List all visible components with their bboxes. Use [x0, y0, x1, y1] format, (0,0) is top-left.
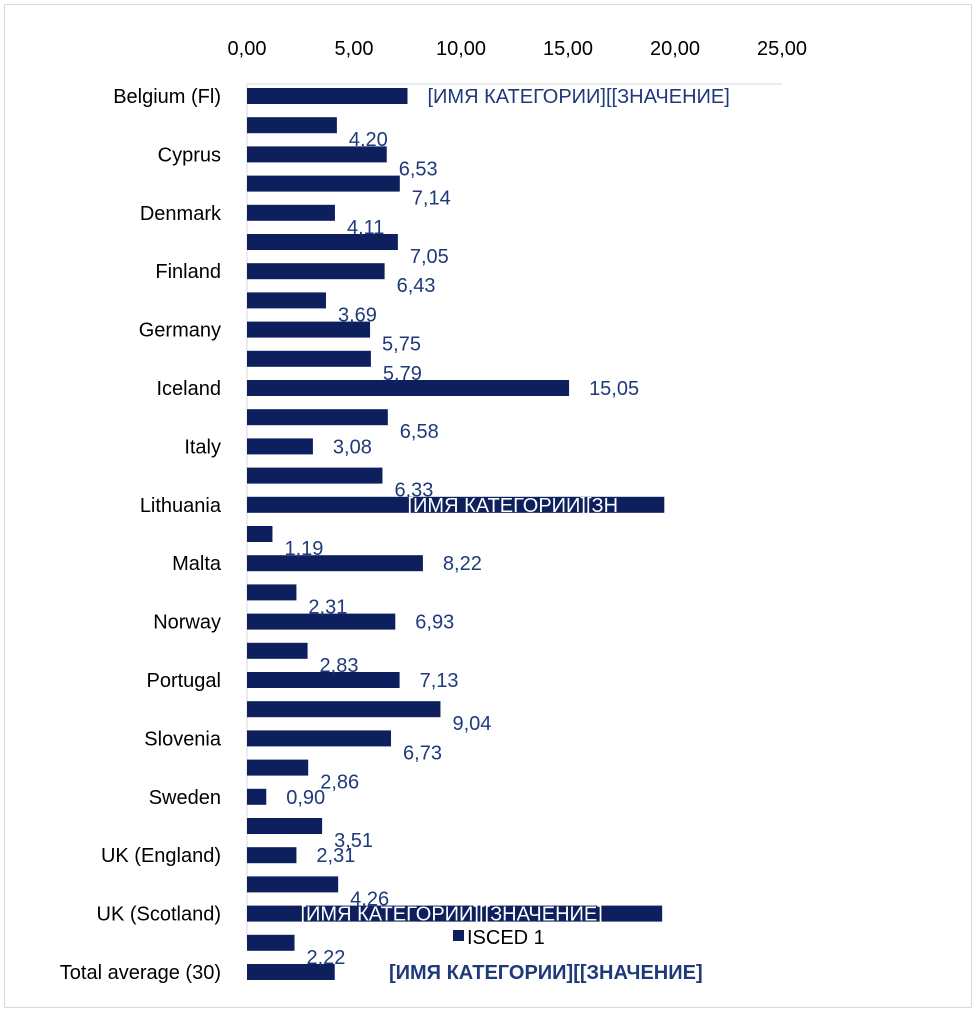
data-label: 3,69 — [338, 304, 377, 326]
data-label: [ИМЯ КАТЕГОРИИ][[ЗНАЧЕНИЕ] — [301, 904, 603, 926]
data-label: 2,83 — [320, 655, 359, 677]
category-label: UK (England) — [101, 845, 221, 867]
bar — [247, 672, 400, 688]
data-label: 4,20 — [349, 129, 388, 151]
data-label: 6,53 — [399, 158, 438, 180]
category-label: Sweden — [149, 787, 221, 809]
data-label: 0,90 — [286, 787, 325, 809]
data-label: 6,58 — [400, 421, 439, 443]
bar — [247, 409, 388, 426]
bar — [247, 204, 335, 221]
bar — [247, 555, 423, 572]
category-label: Portugal — [147, 670, 222, 692]
data-label: 4,11 — [347, 217, 384, 239]
bar — [247, 146, 387, 163]
data-label: 6,43 — [397, 275, 436, 297]
data-label: 7,05 — [410, 246, 449, 268]
data-label: 2,86 — [320, 772, 359, 794]
x-axis-ticks: 0,00 5,00 10,00 15,00 20,00 25,00 — [228, 38, 808, 60]
legend: ISCED 1 — [453, 927, 545, 949]
bar — [247, 934, 295, 951]
data-label: 6,33 — [394, 480, 433, 502]
data-label: 3,51 — [334, 830, 373, 852]
data-label: 6,93 — [415, 612, 454, 634]
bar — [247, 292, 326, 309]
data-label: 9,04 — [452, 713, 491, 735]
x-tick-label: 5,00 — [335, 38, 374, 60]
category-labels: Belgium (Fl) Cyprus Denmark Finland Germany I… — [60, 86, 222, 984]
x-tick-label: 25,00 — [757, 38, 807, 60]
bar — [247, 759, 309, 776]
category-label: Slovenia — [144, 728, 222, 750]
data-label: [ИМЯ КАТЕГОРИИ][ЗН — [408, 495, 619, 517]
x-tick-label: 20,00 — [650, 38, 700, 60]
x-tick-label: 15,00 — [543, 38, 593, 60]
category-label: Iceland — [157, 378, 222, 400]
data-label: [ИМЯ КАТЕГОРИИ][[ЗНАЧЕНИЕ] — [428, 86, 730, 108]
data-label: [ИМЯ КАТЕГОРИИ][[ЗНАЧЕНИЕ] — [389, 962, 703, 984]
category-label: Germany — [139, 320, 221, 342]
data-label: 7,14 — [412, 188, 451, 210]
data-label: 5,79 — [383, 363, 422, 385]
category-label: Denmark — [140, 203, 222, 225]
bar — [247, 234, 398, 250]
x-tick-label: 0,00 — [228, 38, 267, 60]
data-label: 3,08 — [333, 436, 372, 458]
data-label: 6,73 — [403, 742, 442, 764]
data-label: 15,05 — [589, 378, 639, 400]
data-label: 7,13 — [420, 670, 459, 692]
bar — [247, 117, 337, 134]
bar — [247, 730, 392, 747]
bar — [247, 847, 297, 864]
bar — [247, 350, 371, 367]
category-label: UK (Scotland) — [97, 904, 222, 926]
bar — [247, 88, 408, 104]
legend-swatch — [453, 930, 464, 941]
data-label: 5,75 — [382, 334, 421, 356]
bar — [247, 175, 400, 192]
bar — [247, 263, 385, 280]
data-label: 1,19 — [284, 538, 323, 560]
data-label: 2,31 — [308, 596, 347, 618]
category-label: Total average (30) — [60, 962, 221, 984]
bar — [247, 905, 663, 922]
data-label: 4,26 — [350, 888, 389, 910]
data-label: 2,22 — [307, 947, 346, 969]
category-label: Norway — [153, 612, 221, 634]
data-label: 8,22 — [443, 553, 482, 575]
bar — [247, 496, 665, 513]
bar — [247, 584, 297, 601]
category-label: Belgium (Fl) — [113, 86, 221, 108]
bar — [247, 964, 335, 980]
category-label: Lithuania — [140, 495, 222, 517]
x-tick-label: 10,00 — [436, 38, 486, 60]
bar — [247, 876, 339, 893]
bar — [247, 380, 570, 396]
category-label: Italy — [184, 436, 221, 458]
data-labels: [ИМЯ КАТЕГОРИИ][[ЗНАЧЕНИЕ] 4,20 6,53 7,14 4,… — [284, 86, 729, 984]
bar — [247, 818, 323, 834]
bar — [247, 642, 308, 659]
category-label: Malta — [172, 553, 222, 575]
bar — [247, 613, 396, 630]
bar — [247, 467, 383, 484]
bar — [247, 788, 267, 805]
bar — [247, 321, 371, 338]
data-label: 2,31 — [316, 845, 355, 867]
bar-series — [247, 88, 665, 980]
bar — [247, 438, 313, 455]
category-label: Cyprus — [158, 144, 221, 166]
category-label: Finland — [155, 261, 221, 283]
legend-label: ISCED 1 — [467, 927, 545, 949]
bar — [247, 701, 441, 718]
bar — [247, 526, 273, 542]
